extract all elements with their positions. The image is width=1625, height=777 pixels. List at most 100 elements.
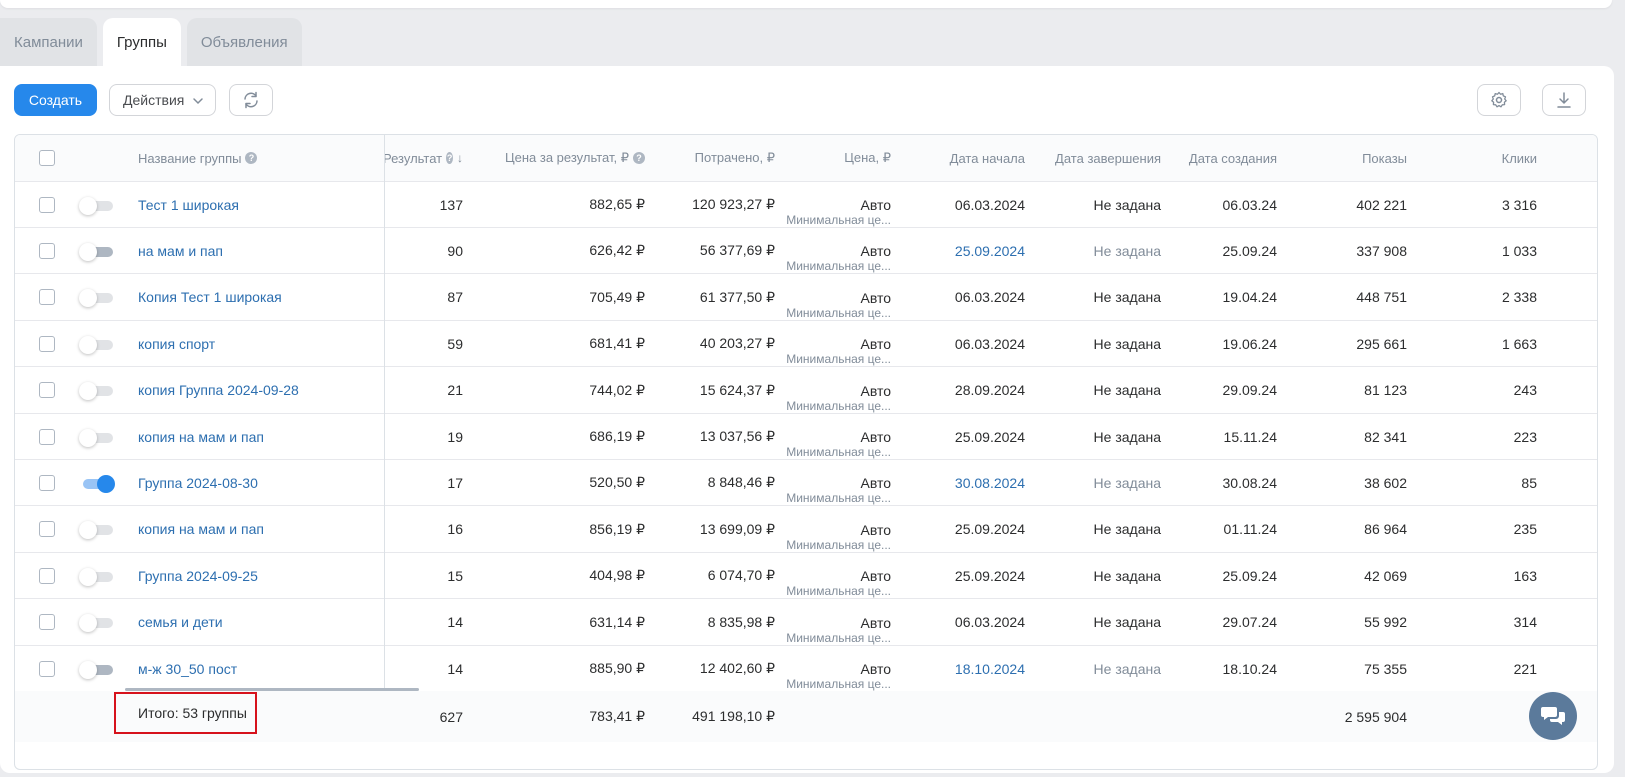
- row-toggle-cell: [79, 460, 115, 505]
- row-checkbox[interactable]: [39, 382, 55, 399]
- row-checkbox[interactable]: [39, 660, 55, 677]
- group-name-link[interactable]: на мам и пап: [138, 242, 223, 259]
- chat-button[interactable]: [1529, 692, 1577, 740]
- table-row[interactable]: Копия Тест 1 широкая 87 705,49 ₽ 61 377,50 …: [15, 275, 1597, 321]
- status-toggle[interactable]: [79, 242, 115, 261]
- group-name-cell: копия на мам и пап: [138, 414, 264, 459]
- download-button[interactable]: [1542, 84, 1586, 116]
- actions-dropdown[interactable]: Действия: [109, 84, 216, 116]
- group-name-link[interactable]: м-ж 30_50 пост: [138, 660, 238, 677]
- group-name-link[interactable]: Тест 1 широкая: [138, 196, 239, 213]
- toggle-knob: [79, 660, 97, 679]
- table-row[interactable]: Тест 1 широкая 137 882,65 ₽ 120 923,27 ₽ Авт…: [15, 182, 1597, 228]
- clicks-cell: 2 338: [1501, 289, 1537, 306]
- status-toggle[interactable]: [79, 521, 115, 540]
- status-toggle[interactable]: [79, 474, 115, 493]
- toggle-track: [83, 200, 113, 211]
- table-row[interactable]: на мам и пап 90 626,42 ₽ 56 377,69 ₽ Авто Мин…: [15, 228, 1597, 275]
- price-cell: Авто Минимальная це...: [785, 228, 891, 273]
- group-name-link[interactable]: семья и дети: [138, 614, 223, 631]
- cpr-cell: 744,02 ₽: [589, 381, 645, 398]
- settings-button[interactable]: [1477, 84, 1521, 116]
- tab-groups[interactable]: Группы: [102, 18, 181, 66]
- tab-campaigns[interactable]: Кампании: [0, 18, 97, 66]
- row-checkbox[interactable]: [39, 567, 55, 584]
- row-checkbox[interactable]: [39, 289, 55, 306]
- group-name-link[interactable]: Группа 2024-08-30: [138, 474, 258, 491]
- row-checkbox[interactable]: [39, 521, 55, 538]
- price-mode: Авто: [860, 429, 891, 445]
- status-toggle[interactable]: [79, 289, 115, 308]
- total-impressions: 2 595 904: [1344, 708, 1407, 725]
- start-date-cell: 25.09.2024: [954, 428, 1025, 445]
- table-row[interactable]: м-ж 30_50 пост 14 885,90 ₽ 12 402,60 ₽ Авто М…: [15, 646, 1597, 692]
- price-mode: Авто: [860, 336, 891, 353]
- col-created-header[interactable]: Дата создания: [1165, 135, 1277, 181]
- row-checkbox[interactable]: [39, 242, 55, 259]
- group-name-link[interactable]: Группа 2024-09-25: [138, 567, 258, 584]
- row-checkbox[interactable]: [39, 614, 55, 631]
- col-result-header[interactable]: Результат? ↓: [383, 135, 463, 181]
- row-checkbox[interactable]: [39, 474, 55, 491]
- clicks-cell: 3 316: [1501, 196, 1537, 213]
- row-toggle-cell: [79, 600, 115, 645]
- group-name-link[interactable]: копия на мам и пап: [138, 521, 264, 538]
- price-strategy: Минимальная це...: [786, 584, 891, 599]
- col-start-header[interactable]: Дата начала: [905, 135, 1025, 181]
- help-icon[interactable]: ?: [446, 152, 453, 164]
- created-date-cell: 29.09.24: [1222, 382, 1278, 399]
- status-toggle[interactable]: [79, 660, 115, 679]
- status-toggle[interactable]: [79, 196, 115, 215]
- select-all-checkbox[interactable]: [39, 150, 55, 166]
- row-checkbox-cell: [39, 414, 55, 459]
- status-toggle[interactable]: [79, 614, 115, 633]
- impressions-cell: 82 341: [1364, 428, 1407, 445]
- table-row[interactable]: копия Группа 2024-09-28 21 744,02 ₽ 15 624,…: [15, 368, 1597, 414]
- table-row[interactable]: семья и дети 14 631,14 ₽ 8 835,98 ₽ Авто Мини…: [15, 600, 1597, 646]
- table-row[interactable]: копия на мам и пап 16 856,19 ₽ 13 699,09 ₽ А…: [15, 507, 1597, 553]
- clicks-cell: 314: [1513, 614, 1537, 631]
- row-checkbox[interactable]: [39, 196, 55, 213]
- spent-cell: 120 923,27 ₽: [692, 196, 775, 212]
- col-price-header[interactable]: Цена, ₽: [795, 135, 891, 181]
- group-name-link[interactable]: копия спорт: [138, 335, 216, 352]
- col-cpr-header[interactable]: Цена за результат, ₽?: [475, 135, 645, 181]
- col-impressions-header[interactable]: Показы: [1295, 135, 1407, 181]
- table-row[interactable]: Группа 2024-09-25 15 404,98 ₽ 6 074,70 ₽ Авт…: [15, 553, 1597, 600]
- start-date-cell[interactable]: 18.10.2024: [954, 660, 1025, 677]
- created-date-cell: 29.07.24: [1222, 614, 1278, 631]
- col-name-header[interactable]: Название группы?: [138, 135, 258, 181]
- row-checkbox[interactable]: [39, 335, 55, 352]
- status-toggle[interactable]: [79, 335, 115, 354]
- result-cell: 17: [447, 474, 463, 491]
- help-icon[interactable]: ?: [633, 152, 645, 164]
- group-name-link[interactable]: Копия Тест 1 широкая: [138, 289, 282, 306]
- horizontal-scrollbar[interactable]: [125, 688, 419, 691]
- status-toggle[interactable]: [79, 382, 115, 401]
- table-row[interactable]: копия спорт 59 681,41 ₽ 40 203,27 ₽ Авто Мини…: [15, 321, 1597, 368]
- group-name-link[interactable]: копия Группа 2024-09-28: [138, 382, 299, 399]
- end-date-cell: Не задана: [1093, 660, 1161, 677]
- row-checkbox-cell: [39, 460, 55, 505]
- group-name-link[interactable]: копия на мам и пап: [138, 428, 264, 445]
- spent-cell: 56 377,69 ₽: [699, 242, 775, 259]
- price-cell: Авто Минимальная це...: [785, 368, 891, 413]
- create-button[interactable]: Создать: [14, 84, 97, 116]
- total-label: Итого: 53 группы: [138, 705, 247, 721]
- table-row[interactable]: копия на мам и пап 19 686,19 ₽ 13 037,56 ₽ А…: [15, 414, 1597, 460]
- created-date-cell: 25.09.24: [1222, 567, 1278, 584]
- row-checkbox[interactable]: [39, 428, 55, 445]
- start-date-cell[interactable]: 30.08.2024: [954, 474, 1025, 491]
- help-icon[interactable]: ?: [245, 152, 258, 164]
- sort-down-icon[interactable]: ↓: [457, 151, 463, 165]
- tab-ads[interactable]: Объявления: [186, 18, 302, 66]
- status-toggle[interactable]: [79, 428, 115, 447]
- refresh-button[interactable]: [229, 84, 273, 116]
- col-spent-header[interactable]: Потрачено, ₽: [655, 135, 775, 181]
- end-date-cell: Не задана: [1093, 567, 1161, 584]
- start-date-cell[interactable]: 25.09.2024: [954, 242, 1025, 259]
- status-toggle[interactable]: [79, 567, 115, 586]
- col-clicks-header[interactable]: Клики: [1435, 135, 1537, 181]
- table-row[interactable]: Группа 2024-08-30 17 520,50 ₽ 8 848,46 ₽ Авт…: [15, 460, 1597, 507]
- col-end-header[interactable]: Дата завершения: [1035, 135, 1161, 181]
